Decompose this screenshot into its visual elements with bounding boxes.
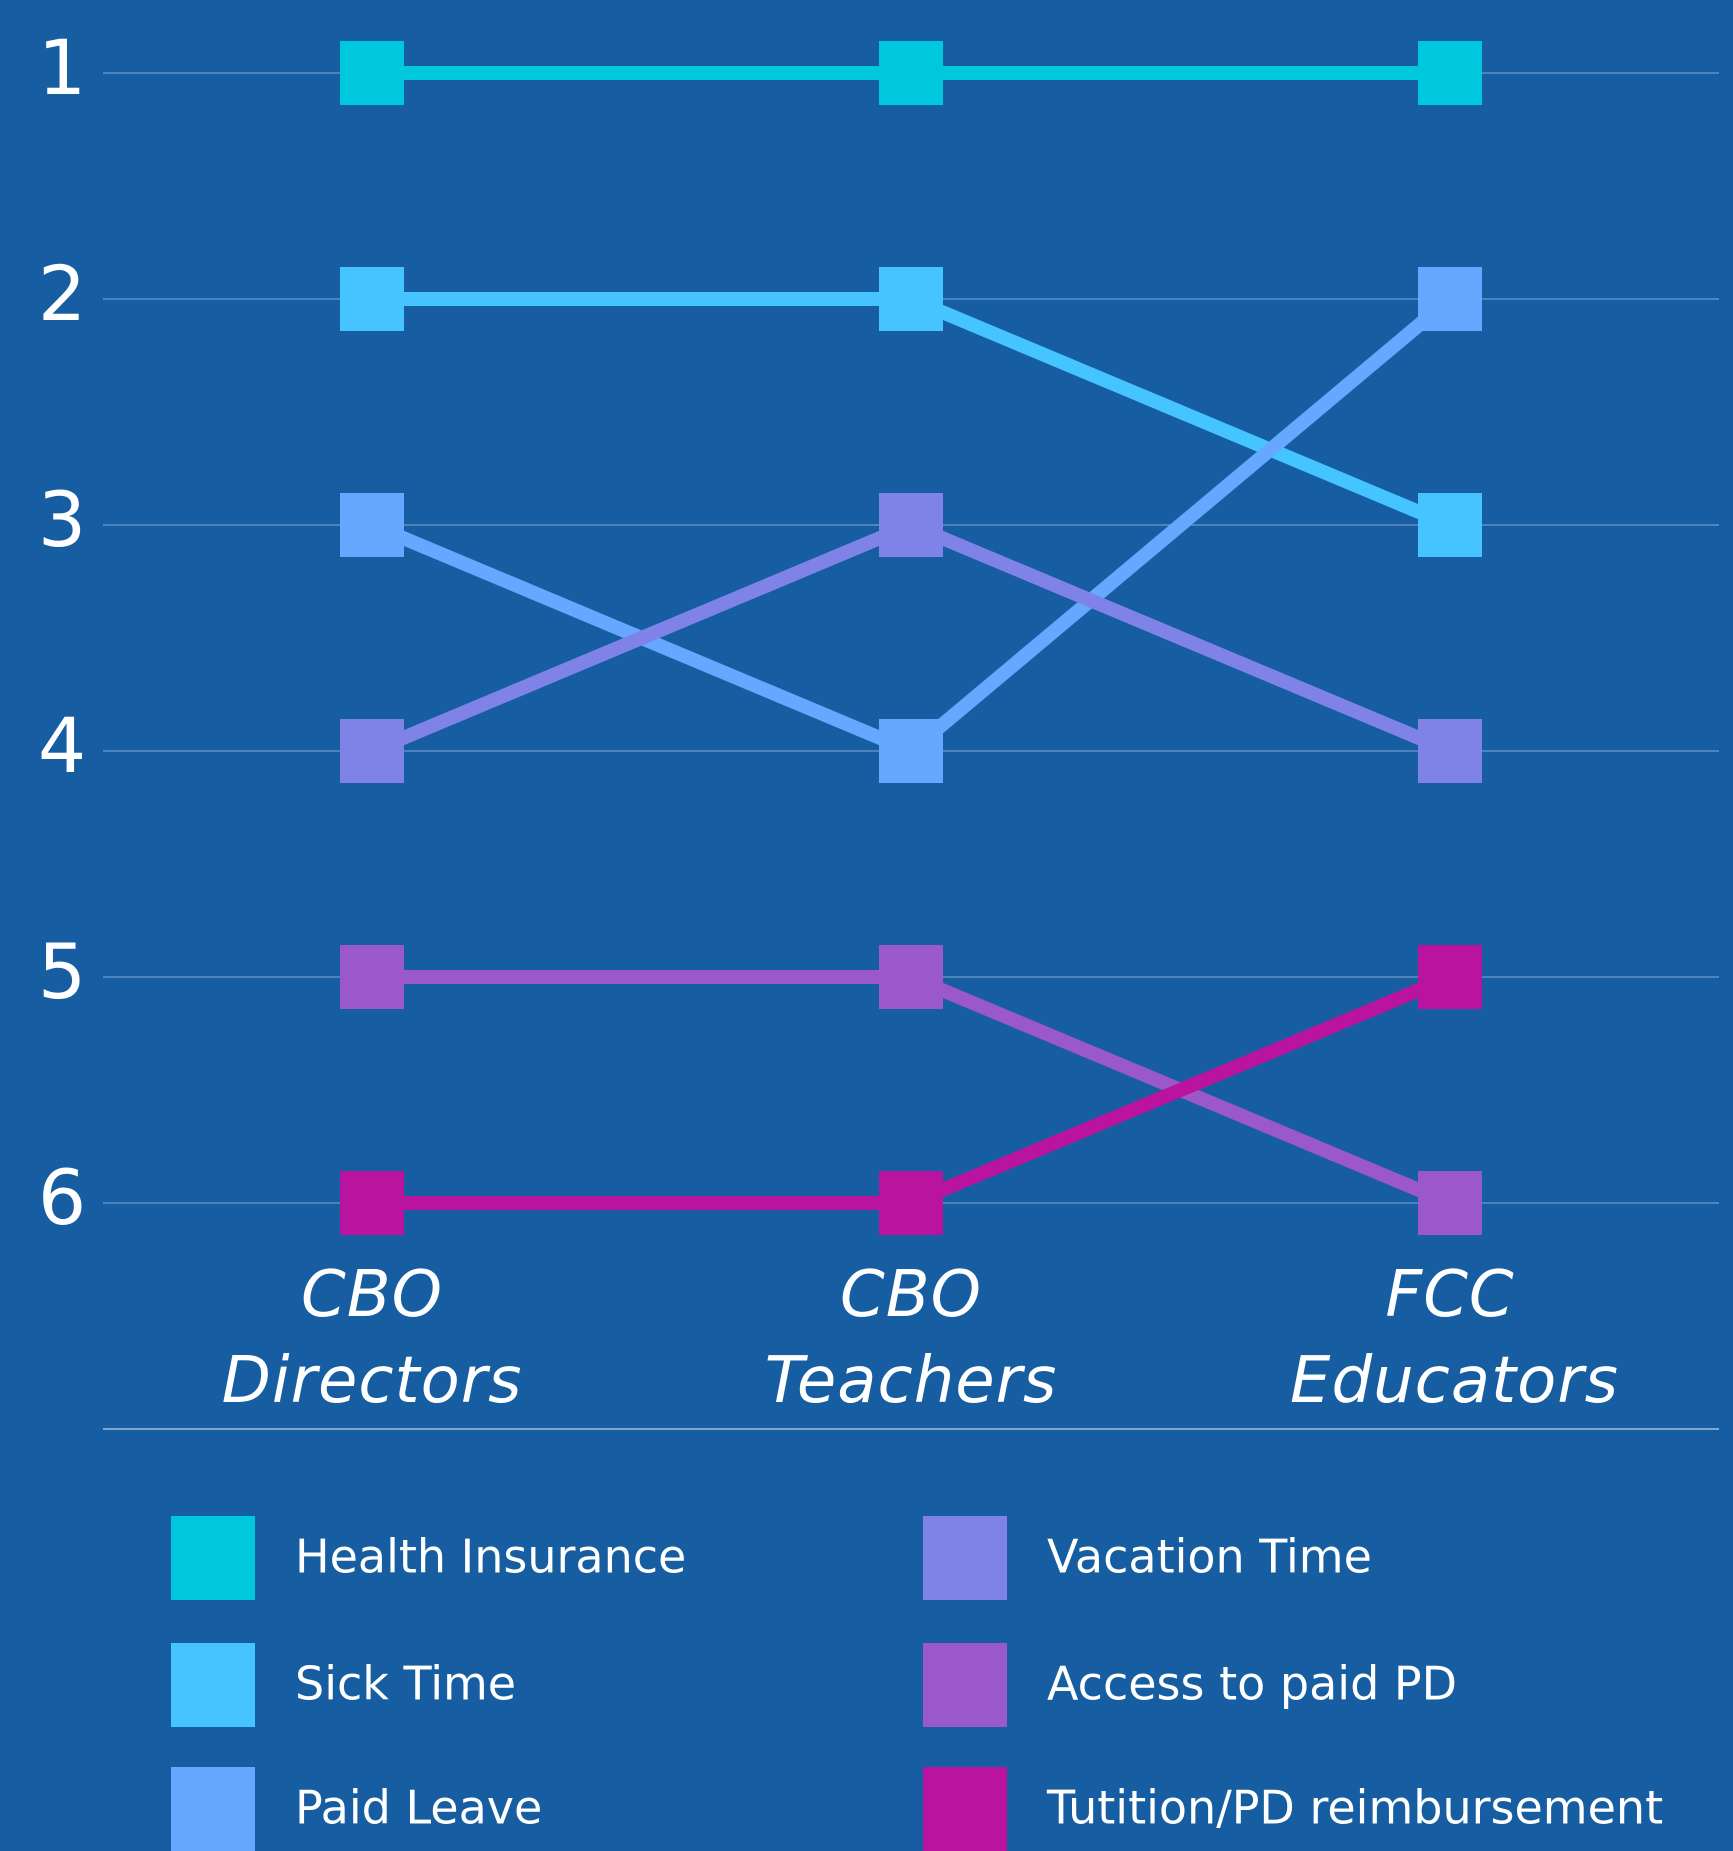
marker <box>1418 267 1482 331</box>
marker <box>879 945 943 1009</box>
legend-label: Health Insurance <box>295 1530 686 1584</box>
x-tick-label: CBO Teachers <box>764 1258 1058 1418</box>
marker <box>340 493 404 557</box>
marker <box>879 41 943 105</box>
y-tick-label: 6 <box>38 1153 86 1242</box>
legend-label: Access to paid PD <box>1047 1657 1457 1711</box>
legend-label: Paid Leave <box>295 1781 542 1835</box>
marker <box>340 1171 404 1235</box>
y-tick-label: 1 <box>38 23 86 112</box>
legend-label: Vacation Time <box>1047 1530 1372 1584</box>
legend-swatch <box>923 1643 1007 1727</box>
marker <box>340 719 404 783</box>
marker <box>879 1171 943 1235</box>
marker <box>879 493 943 557</box>
legend-label: Sick Time <box>295 1657 516 1711</box>
marker <box>1418 41 1482 105</box>
legend-swatch <box>171 1643 255 1727</box>
marker <box>879 719 943 783</box>
y-tick-label: 2 <box>38 249 86 338</box>
x-tick-label: FCC Educators <box>1290 1258 1619 1418</box>
marker <box>879 267 943 331</box>
legend-swatch <box>923 1767 1007 1851</box>
marker <box>340 945 404 1009</box>
legend-swatch <box>171 1516 255 1600</box>
legend-label: Tutition/PD reimbursement <box>1046 1781 1663 1835</box>
x-tick-label: CBO Directors <box>221 1258 523 1418</box>
marker <box>340 267 404 331</box>
marker <box>1418 493 1482 557</box>
marker <box>1418 1171 1482 1235</box>
y-tick-label: 5 <box>38 927 86 1016</box>
legend-swatch <box>923 1516 1007 1600</box>
marker <box>340 41 404 105</box>
marker <box>1418 719 1482 783</box>
y-tick-label: 3 <box>38 475 86 564</box>
legend-swatch <box>171 1767 255 1851</box>
marker <box>1418 945 1482 1009</box>
y-tick-label: 4 <box>38 701 86 790</box>
